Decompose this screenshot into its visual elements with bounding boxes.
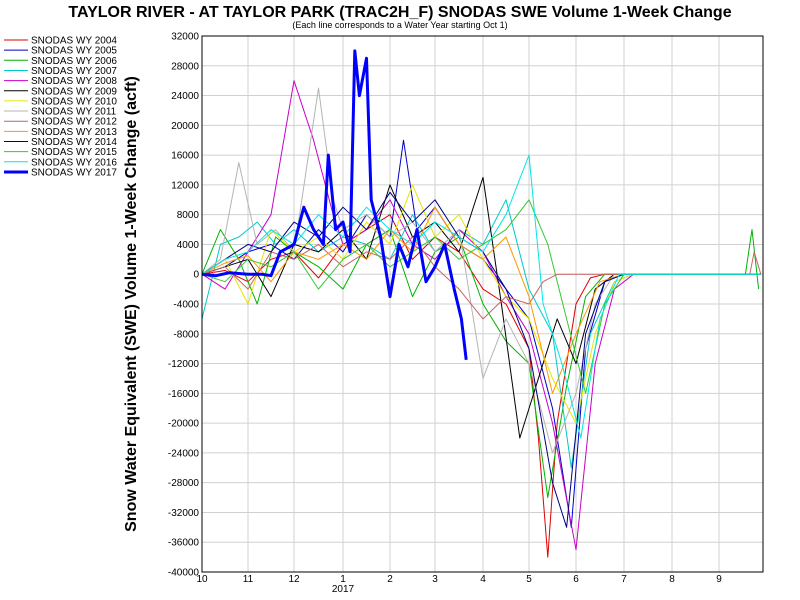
x-tick-label: 9 — [716, 574, 722, 585]
legend-item-label: SNODAS WY 2010 — [31, 96, 117, 107]
y-axis-ticks: 32000 28000 24000 20000 16000 12000 8000 4000 0 -… — [168, 32, 200, 579]
y-tick-label: 8000 — [177, 210, 200, 221]
legend-item-label: SNODAS WY 2007 — [31, 66, 117, 77]
legend-item-label: SNODAS WY 2016 — [31, 157, 117, 168]
y-tick-label: 24000 — [171, 91, 199, 102]
x-axis-ticks: 10 11 12 1 2 3 4 5 6 7 8 9 — [196, 574, 722, 585]
series-line-wy-2013 — [201, 206, 761, 394]
y-tick-label: -24000 — [168, 448, 200, 459]
series-line-wy-2012 — [201, 236, 762, 320]
series-line-wy-2009 — [201, 176, 761, 439]
series-line-wy-2016 — [201, 154, 761, 439]
legend-item-label: SNODAS WY 2009 — [31, 86, 117, 97]
y-tick-label: -16000 — [168, 389, 200, 400]
series-line-wy-2017 — [201, 49, 468, 360]
y-tick-label: -8000 — [173, 329, 199, 340]
series-group — [201, 49, 762, 558]
y-tick-label: -40000 — [168, 568, 200, 579]
x-tick-label: 3 — [432, 574, 438, 585]
legend-item-label: SNODAS WY 2017 — [31, 167, 117, 178]
x-tick-label: 6 — [573, 574, 579, 585]
x-tick-label: 1 — [340, 574, 346, 585]
y-tick-label: 12000 — [171, 180, 199, 191]
x-year-label: 2017 — [332, 584, 355, 595]
x-tick-label: 8 — [669, 574, 675, 585]
legend-item-label: SNODAS WY 2006 — [31, 56, 117, 67]
x-tick-label: 4 — [480, 574, 486, 585]
plot-frame — [201, 35, 764, 573]
x-tick-label: 11 — [243, 574, 254, 585]
y-tick-label: 4000 — [177, 240, 200, 251]
legend-item-label: SNODAS WY 2011 — [31, 107, 117, 118]
y-tick-label: -12000 — [168, 359, 200, 370]
legend-item-label: SNODAS WY 2013 — [31, 127, 117, 138]
y-axis-label: Snow Water Equivalent (SWE) Volume 1-Wee… — [123, 76, 140, 532]
legend-item-label: SNODAS WY 2012 — [31, 117, 117, 128]
x-tick-label: 7 — [621, 574, 627, 585]
legend-item-label: SNODAS WY 2014 — [31, 137, 117, 148]
y-tick-label: 32000 — [171, 32, 199, 43]
y-tick-label: 20000 — [171, 121, 199, 132]
x-tick-label: 5 — [526, 574, 532, 585]
series-line-wy-2008 — [201, 80, 761, 551]
legend-item-label: SNODAS WY 2004 — [31, 36, 117, 47]
y-tick-label: -20000 — [168, 419, 200, 430]
y-tick-label: -32000 — [168, 508, 200, 519]
y-tick-label: -36000 — [168, 538, 200, 549]
y-tick-label: 28000 — [171, 61, 199, 72]
y-tick-label: -4000 — [173, 300, 199, 311]
chart-title: TAYLOR RIVER - AT TAYLOR PARK (TRAC2H_F)… — [68, 4, 731, 21]
legend-item-label: SNODAS WY 2015 — [31, 147, 117, 158]
legend-item-label: SNODAS WY 2008 — [31, 76, 117, 87]
y-tick-label: -28000 — [168, 478, 200, 489]
y-tick-label: 16000 — [171, 151, 199, 162]
series-line-wy-2015 — [201, 199, 761, 394]
y-tick-label: 0 — [193, 270, 199, 281]
series-line-wy-2011 — [201, 87, 761, 454]
x-tick-label: 10 — [196, 574, 208, 585]
legend-item-label: SNODAS WY 2005 — [31, 46, 117, 57]
series-line-wy-2014 — [201, 191, 761, 528]
x-tick-label: 12 — [288, 574, 300, 585]
chart-subtitle: (Each line corresponds to a Water Year s… — [292, 20, 507, 30]
x-tick-label: 2 — [387, 574, 393, 585]
series-line-wy-2004 — [201, 214, 761, 558]
